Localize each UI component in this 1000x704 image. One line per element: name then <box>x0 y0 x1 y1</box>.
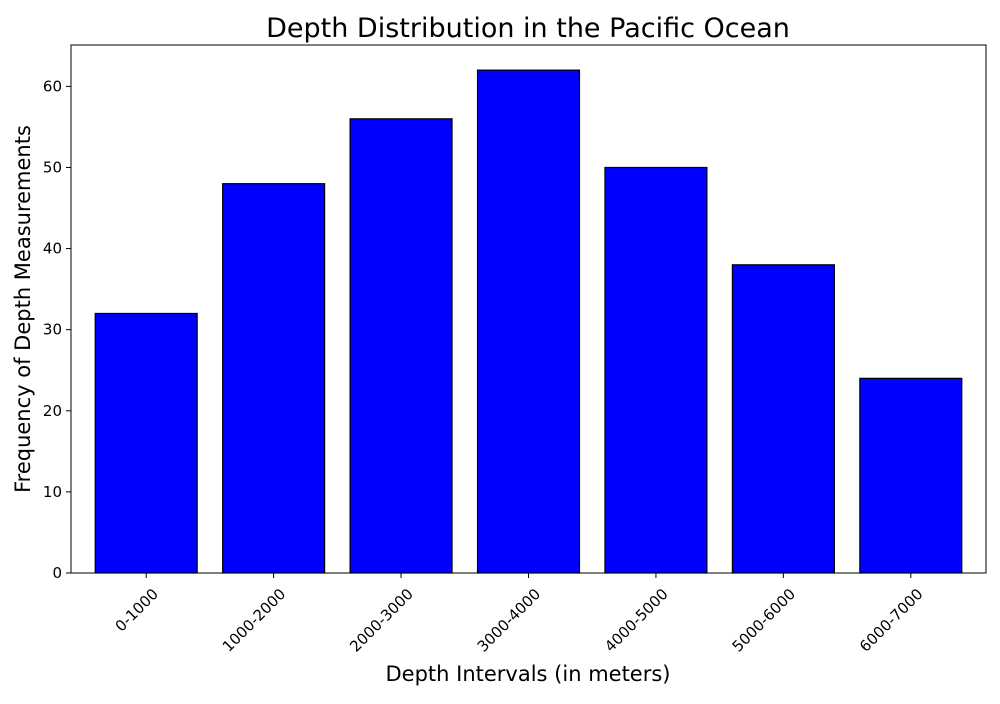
bar-6000-7000 <box>859 377 963 574</box>
y-axis-ticks: 0 10 20 30 40 50 60 <box>43 77 71 582</box>
bar-1000-2000 <box>222 183 326 574</box>
x-tick-label: 4000-5000 <box>601 585 672 656</box>
bar-5000-6000 <box>731 264 835 574</box>
bar-4000-5000 <box>604 166 708 574</box>
x-tick-label: 3000-4000 <box>474 585 545 656</box>
x-axis-label: Depth Intervals (in meters) <box>386 662 671 686</box>
y-tick-label: 50 <box>43 158 62 176</box>
bars-group <box>94 69 963 574</box>
y-tick-label: 30 <box>43 321 62 339</box>
x-tick-label: 5000-6000 <box>729 585 800 656</box>
x-tick-label: 2000-3000 <box>346 585 417 656</box>
bar-0-1000 <box>94 312 198 574</box>
y-axis-label: Frequency of Depth Measurements <box>11 125 35 493</box>
x-tick-label: 0-1000 <box>112 585 162 635</box>
y-tick-label: 0 <box>52 564 62 582</box>
y-tick-label: 60 <box>43 77 62 95</box>
chart-title: Depth Distribution in the Pacific Ocean <box>266 13 790 44</box>
y-tick-label: 20 <box>43 402 62 420</box>
y-tick-label: 10 <box>43 483 62 501</box>
bar-3000-4000 <box>476 69 581 574</box>
x-axis-ticks: 0-1000 1000-2000 2000-3000 3000-4000 4000-50… <box>112 573 927 656</box>
plot-area-frame <box>70 44 987 574</box>
x-tick-label: 1000-2000 <box>219 585 290 656</box>
bar-2000-3000 <box>349 118 453 574</box>
y-tick-label: 40 <box>43 240 62 258</box>
x-tick-label: 6000-7000 <box>856 585 927 656</box>
